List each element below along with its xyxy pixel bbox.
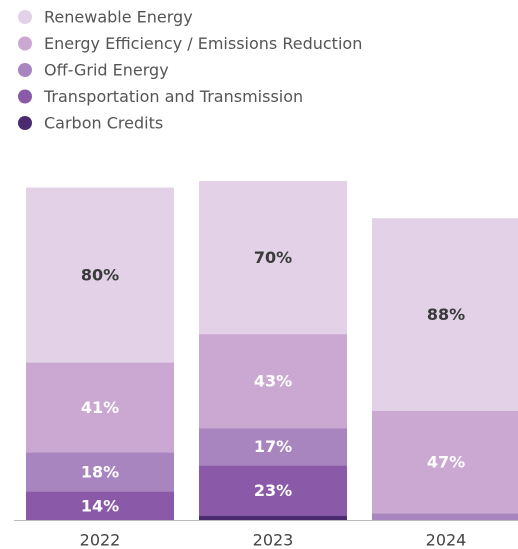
value-label: 80%: [81, 266, 119, 285]
bar-segment: [199, 515, 347, 520]
value-label: 70%: [254, 248, 292, 267]
x-tick-label: 2022: [80, 531, 121, 549]
value-label: 18%: [81, 462, 119, 481]
bar-segment: [372, 513, 518, 520]
legend-swatch: [18, 36, 32, 51]
value-label: 47%: [427, 453, 465, 472]
value-label: 88%: [427, 305, 465, 324]
legend-label: Off-Grid Energy: [44, 61, 169, 80]
bar-segment: [372, 410, 518, 514]
legend-label: Carbon Credits: [44, 114, 163, 133]
legend-label: Renewable Energy: [44, 8, 193, 27]
bar-segment: [372, 218, 518, 411]
bar-segment: [26, 187, 174, 363]
bar-segment: [199, 428, 347, 466]
value-label: 17%: [254, 437, 292, 456]
value-label: 23%: [254, 481, 292, 500]
legend-swatch: [18, 10, 32, 24]
value-label: 41%: [81, 398, 119, 417]
bar-segment: [26, 491, 174, 520]
bar-segment: [26, 362, 174, 453]
legend-label: Energy Efficiency / Emissions Reduction: [44, 34, 362, 53]
bar-segment: [199, 181, 347, 335]
bar-segment: [26, 452, 174, 492]
bar-segment: [199, 465, 347, 516]
x-tick-label: 2023: [253, 531, 294, 549]
value-label: 14%: [81, 496, 119, 515]
legend-label: Transportation and Transmission: [43, 87, 303, 106]
x-tick-label: 2024: [426, 531, 467, 549]
legend-swatch: [18, 89, 32, 104]
value-label: 43%: [254, 372, 292, 391]
bar-segment: [199, 334, 347, 429]
legend-swatch: [18, 63, 32, 77]
legend-swatch: [18, 116, 32, 130]
